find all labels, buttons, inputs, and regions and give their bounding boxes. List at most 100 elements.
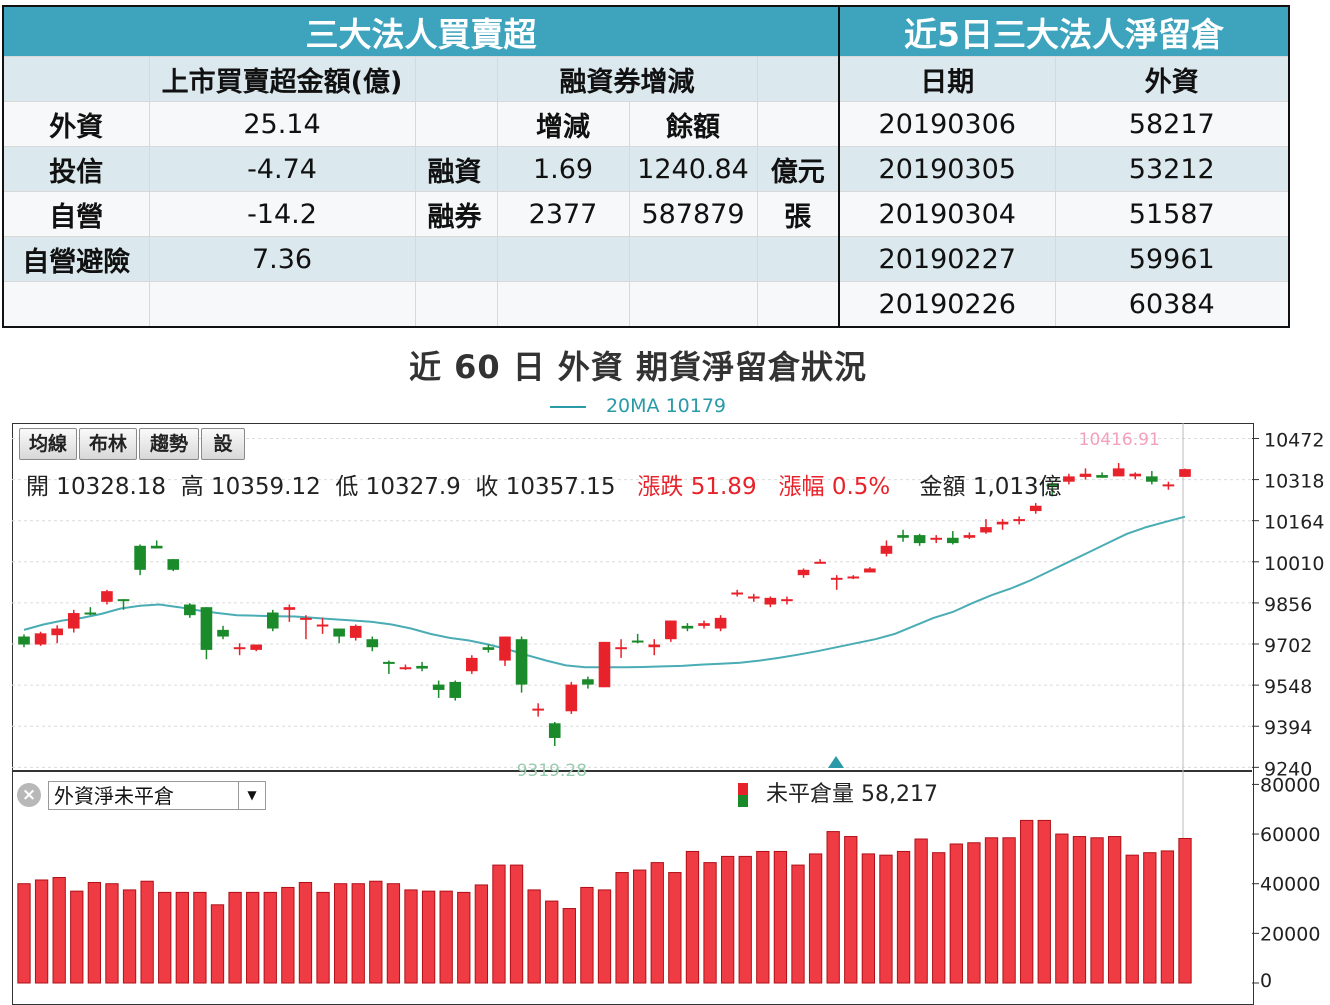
row-date: 20190305 <box>838 146 1056 192</box>
candle-body <box>233 647 246 650</box>
candle-body <box>432 684 445 690</box>
candle-body <box>681 625 694 629</box>
left-table-title: 三大法人買賣超 <box>3 6 839 57</box>
volume-bar <box>738 855 752 984</box>
cell-empty <box>756 236 840 282</box>
header-date: 日期 <box>838 56 1056 102</box>
candle-icon <box>738 783 748 807</box>
volume-bar <box>580 886 594 984</box>
volume-bar <box>1107 836 1122 984</box>
subheader-balance: 餘額 <box>628 101 758 147</box>
cell-empty <box>628 281 758 328</box>
price-tick-label: 10472 <box>1264 429 1324 451</box>
candle-body <box>897 535 909 538</box>
volume-bar <box>333 883 348 984</box>
price-tick-label: 10010 <box>1264 553 1324 575</box>
candle-body <box>1162 484 1175 487</box>
volume-bar <box>351 883 365 984</box>
row-value: 60384 <box>1054 281 1290 328</box>
header-foreign: 外資 <box>1054 56 1290 102</box>
volume-bar <box>703 862 717 984</box>
candle-body <box>399 667 412 670</box>
indicator-select-value: 外資淨未平倉 <box>54 784 174 808</box>
close-icon[interactable]: × <box>17 783 41 807</box>
short-unit: 張 <box>756 191 840 237</box>
candle-body <box>1146 476 1158 482</box>
candle-body <box>167 559 180 570</box>
price-tick-label: 9394 <box>1264 717 1312 739</box>
open-interest-text: 未平倉量 58,217 <box>766 782 938 807</box>
header-margin: 融資券增減 <box>496 56 758 102</box>
chevron-down-icon[interactable]: ▼ <box>238 782 265 809</box>
cell-empty <box>414 236 498 282</box>
volume-tick-label: 80000 <box>1260 774 1320 796</box>
volume-tick-label: 20000 <box>1260 923 1320 945</box>
price-tick-label: 10318 <box>1264 471 1324 493</box>
volume-bar <box>1002 837 1016 984</box>
price-tick-label: 9240 <box>1264 758 1312 780</box>
candle-body <box>416 665 428 669</box>
volume-bar <box>263 891 277 984</box>
volume-bar <box>949 843 963 984</box>
candle-body <box>366 639 379 648</box>
volume-bar <box>1125 854 1139 984</box>
institutional-buy-sell-table: 三大法人買賣超 上市買賣超金額(億) 融資券增減 外資 25.14 增減 餘額 … <box>2 5 840 328</box>
candle-body <box>714 617 727 629</box>
volume-bar <box>756 850 770 984</box>
row-amount: 25.14 <box>148 101 416 147</box>
candle-body <box>333 628 345 637</box>
cell-empty <box>756 281 840 328</box>
volume-tick-label: 60000 <box>1260 824 1320 846</box>
row-label: 投信 <box>2 146 150 192</box>
pct-value: 漲幅 0.5% <box>778 474 891 500</box>
candle-body <box>349 625 362 638</box>
candle-body <box>1063 476 1075 482</box>
volume-bar <box>421 890 436 984</box>
candle-body <box>482 647 495 650</box>
ma-legend: 20MA 10179 <box>0 395 1276 417</box>
candle-body <box>797 569 810 576</box>
volume-bar <box>826 831 840 984</box>
volume-bar <box>633 869 647 984</box>
volume-bar <box>316 891 330 984</box>
volume-bar <box>1037 819 1051 984</box>
candle-body <box>499 636 511 661</box>
row-date: 20190306 <box>838 101 1056 147</box>
volume-tick-label: 0 <box>1260 970 1272 992</box>
volume-bar <box>34 879 49 984</box>
trend-button[interactable]: 趨勢 <box>139 428 199 460</box>
candle-body <box>84 612 97 615</box>
price-tick-label: 9702 <box>1264 635 1312 657</box>
ma-button[interactable]: 均線 <box>19 428 77 460</box>
candle-body <box>217 629 229 637</box>
volume-bar <box>914 838 928 984</box>
indicator-select[interactable]: 外資淨未平倉 ▼ <box>48 781 266 810</box>
candle-body <box>1112 468 1125 477</box>
marker-triangle-icon <box>828 756 844 768</box>
settings-button[interactable]: 設 <box>201 428 245 460</box>
candle-body <box>830 577 843 580</box>
row-label: 外資 <box>2 101 150 147</box>
candle-body <box>316 624 329 627</box>
volume-bar <box>527 889 541 984</box>
high-value: 高 10359.12 <box>180 474 321 500</box>
candle-body <box>1079 473 1092 477</box>
cell-empty <box>2 281 150 328</box>
open-value: 開 10328.18 <box>26 474 167 500</box>
candle-body <box>200 607 213 650</box>
candle-body <box>67 613 80 629</box>
row-amount: -4.74 <box>148 146 416 192</box>
volume-bar <box>984 837 999 984</box>
right-table-title: 近5日三大法人淨留倉 <box>839 6 1289 57</box>
volume-bar <box>791 864 805 984</box>
volume-bar <box>87 881 102 984</box>
candle-body <box>615 647 627 650</box>
row-amount: 7.36 <box>148 236 416 282</box>
candle-body <box>781 599 793 602</box>
candle-body <box>996 521 1009 525</box>
candle-body <box>731 592 743 595</box>
volume-bar <box>404 889 418 984</box>
bollinger-button[interactable]: 布林 <box>79 428 137 460</box>
volume-bar <box>861 853 876 984</box>
